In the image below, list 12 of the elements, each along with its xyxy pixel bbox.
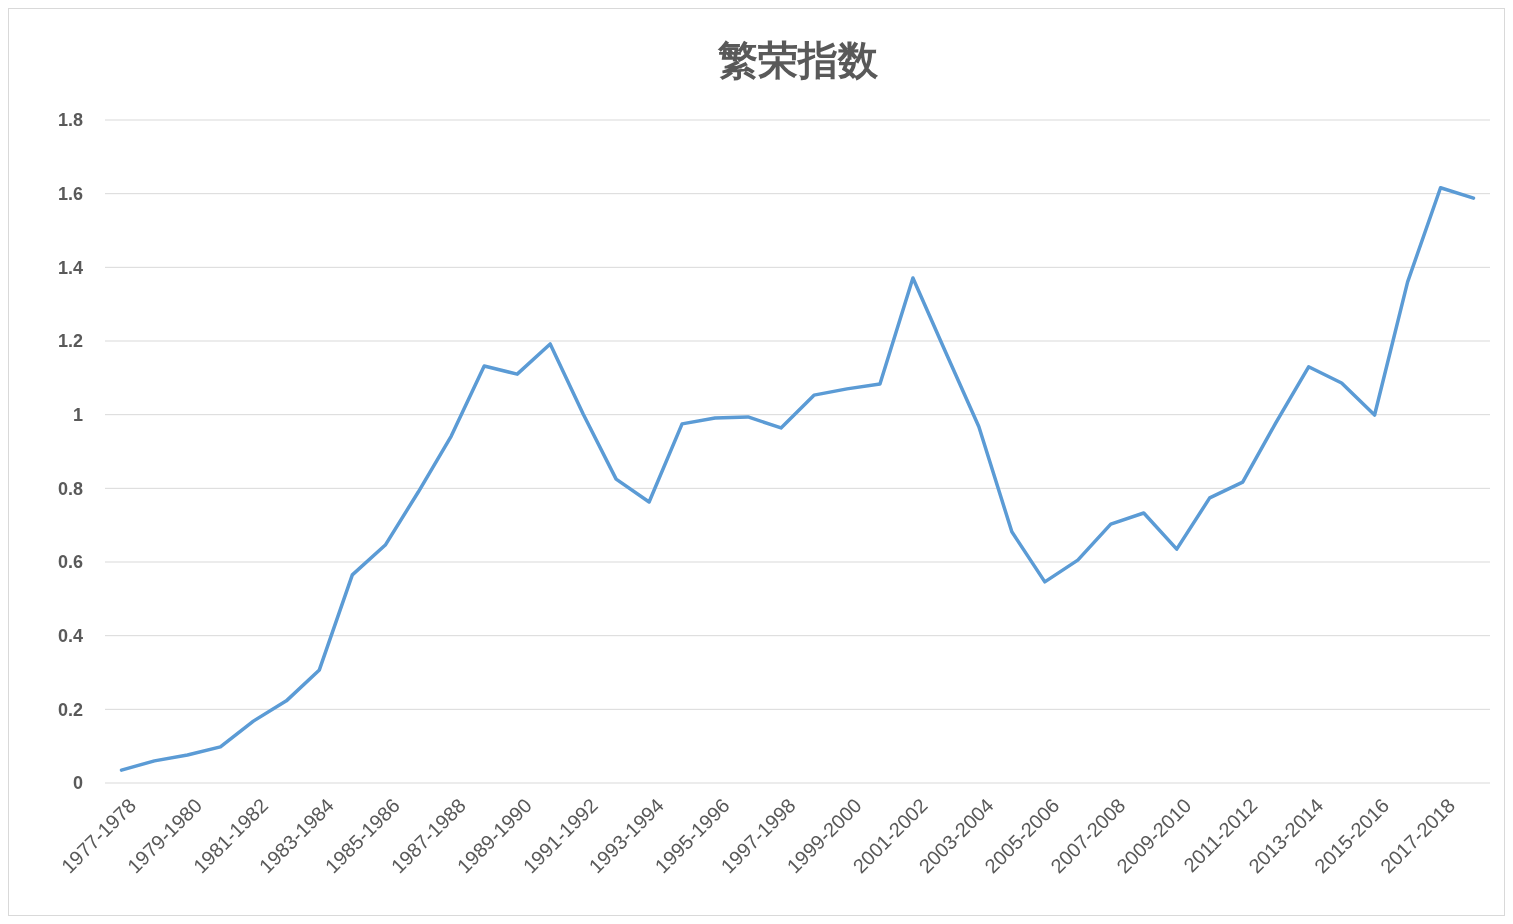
y-tick-label: 0.8 — [57, 478, 83, 499]
y-tick-label: 1.2 — [57, 331, 83, 352]
line-series — [119, 186, 1476, 772]
y-tick-label: 1.4 — [57, 257, 83, 278]
y-tick-label: 0.2 — [57, 699, 83, 720]
y-tick-label: 0.6 — [57, 552, 83, 573]
y-tick-label: 1.6 — [57, 183, 83, 204]
y-tick-label: 1.8 — [57, 110, 83, 131]
chart-title: 繁荣指数 — [716, 37, 879, 83]
y-tick-label: 0 — [72, 773, 83, 794]
y-tick-label: 1 — [72, 404, 83, 425]
y-tick-label: 0.4 — [57, 625, 83, 646]
